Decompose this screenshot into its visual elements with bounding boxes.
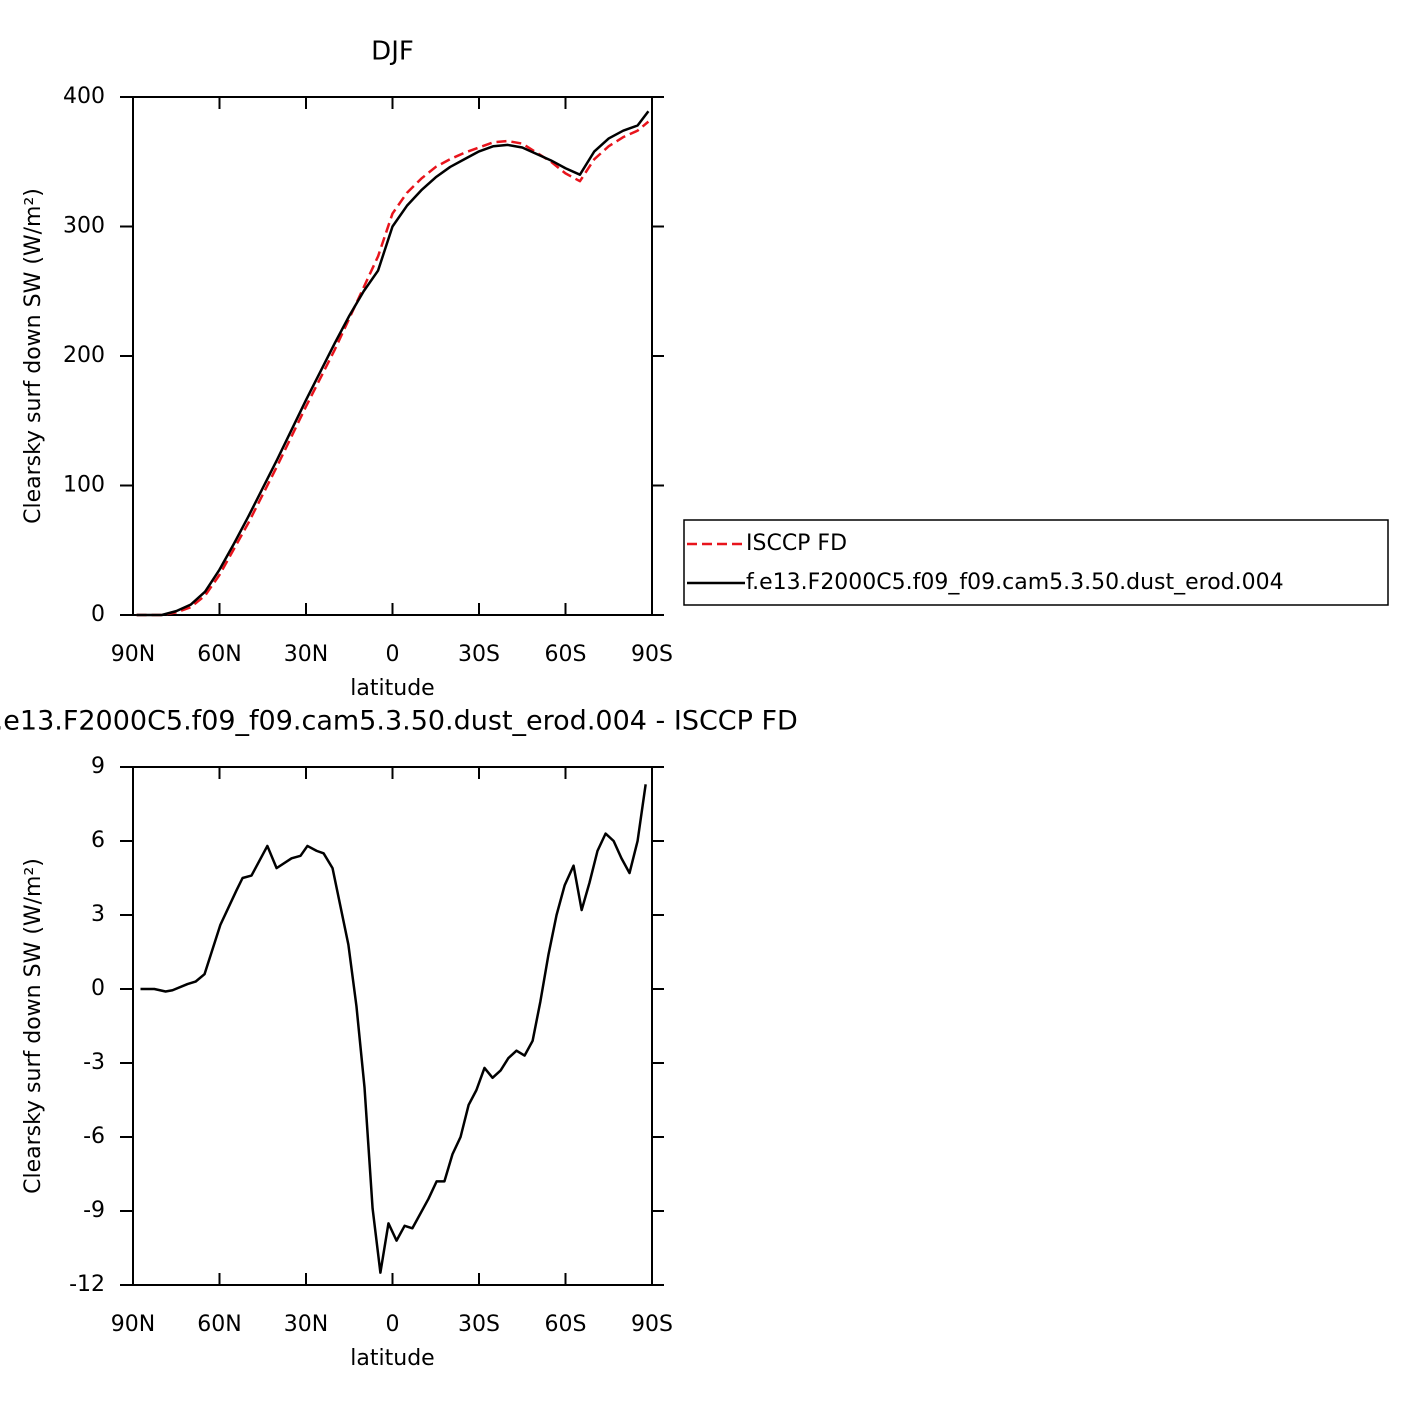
- x-tick-label: 0: [386, 642, 400, 667]
- y-tick-label: -12: [69, 1272, 105, 1297]
- plot-frame: [132, 96, 653, 616]
- series-line: [136, 120, 650, 617]
- legend-box: [683, 519, 1389, 606]
- y-tick-label: -3: [83, 1050, 105, 1075]
- chart-title: f.e13.F2000C5.f09_f09.cam5.3.50.dust_ero…: [0, 706, 798, 737]
- x-tick-label: 0: [386, 1312, 400, 1337]
- y-tick-label: 100: [63, 473, 105, 498]
- x-tick-label: 60N: [197, 1312, 241, 1337]
- y-tick-label: 9: [91, 754, 105, 779]
- x-tick-label: 90S: [631, 642, 673, 667]
- x-tick-label: 60S: [545, 1312, 587, 1337]
- x-tick-label: 90N: [111, 642, 155, 667]
- y-tick-label: 300: [63, 214, 105, 239]
- x-tick-label: 30S: [458, 1312, 500, 1337]
- y-tick-label: -9: [83, 1198, 105, 1223]
- series-line: [140, 784, 647, 1274]
- x-tick-label: 30S: [458, 642, 500, 667]
- chart-title: DJF: [371, 37, 414, 67]
- x-axis-label: latitude: [350, 676, 434, 701]
- y-tick-label: 400: [63, 84, 105, 109]
- legend-label: f.e13.F2000C5.f09_f09.cam5.3.50.dust_ero…: [746, 570, 1284, 595]
- y-tick-label: 0: [91, 602, 105, 627]
- plot-frame: [132, 766, 653, 1286]
- x-tick-label: 60N: [197, 642, 241, 667]
- x-tick-label: 90N: [111, 1312, 155, 1337]
- x-tick-label: 30N: [284, 642, 328, 667]
- x-tick-label: 90S: [631, 1312, 673, 1337]
- x-axis-label: latitude: [350, 1346, 434, 1371]
- x-tick-label: 30N: [284, 1312, 328, 1337]
- y-tick-label: -6: [83, 1124, 105, 1149]
- x-tick-label: 60S: [545, 642, 587, 667]
- y-tick-label: 0: [91, 976, 105, 1001]
- y-axis-label: Clearsky surf down SW (W/m²): [21, 188, 46, 524]
- y-tick-label: 6: [91, 828, 105, 853]
- legend-label: ISCCP FD: [746, 531, 847, 556]
- y-tick-label: 200: [63, 343, 105, 368]
- y-axis-label: Clearsky surf down SW (W/m²): [21, 858, 46, 1194]
- series-line: [136, 110, 650, 617]
- y-tick-label: 3: [91, 902, 105, 927]
